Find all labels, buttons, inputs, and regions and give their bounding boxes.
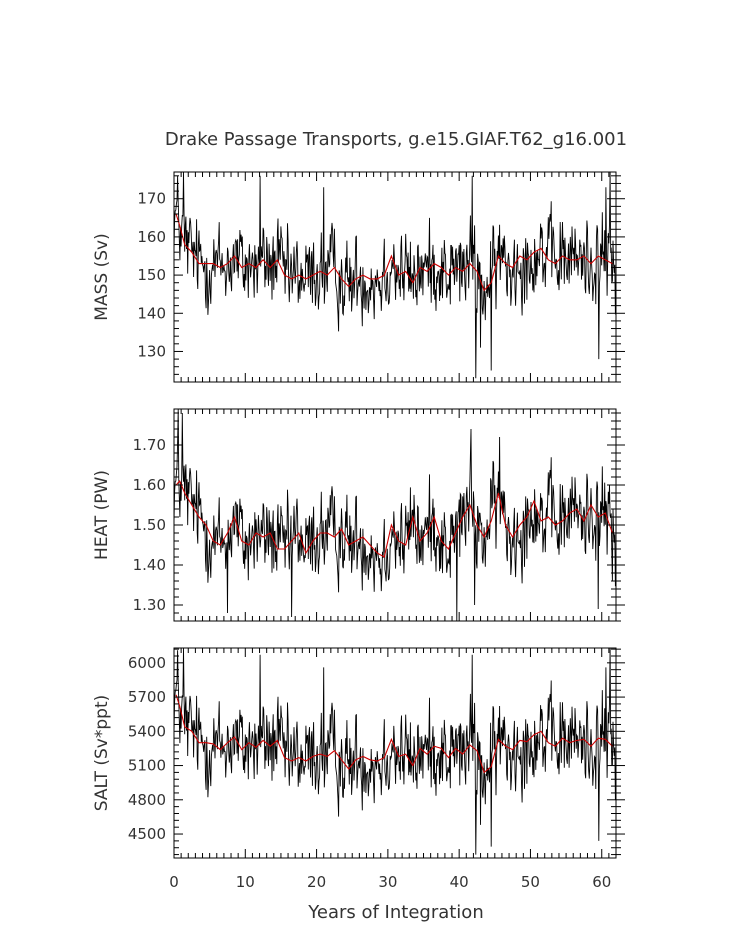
x-tick-label: 20 — [307, 873, 326, 891]
panel-frame-heat — [173, 408, 617, 622]
y-tick-label-salt: 5400 — [128, 722, 166, 740]
panels-group: 130 140 150 160 170 MASS (Sv) 1.30 1.40 1.50 1.60… — [92, 171, 625, 891]
y-tick-label-salt: 5700 — [128, 688, 166, 706]
x-tick-label: 0 — [169, 873, 179, 891]
y-axis-label-heat: HEAT (PW) — [92, 470, 112, 560]
panel-salt: 4500 4800 5100 5400 5700 6000 SALT (Sv*ppt) — [92, 647, 625, 859]
series-line-monthly-mass — [174, 172, 616, 379]
y-tick-label-salt: 6000 — [128, 654, 166, 672]
y-tick-label-mass: 150 — [137, 266, 166, 284]
y-tick-label-mass: 130 — [137, 342, 166, 360]
x-tick-label: 50 — [521, 873, 540, 891]
x-tick-label: 60 — [592, 873, 611, 891]
x-axis-label: Years of Integration — [307, 902, 483, 923]
chart-title: Drake Passage Transports, g.e15.GIAF.T62… — [165, 129, 627, 150]
y-tick-label-heat: 1.30 — [133, 596, 166, 614]
series-line-annual-salt — [175, 694, 613, 774]
y-tick-label-heat: 1.70 — [133, 436, 166, 454]
series-line-monthly-heat — [174, 409, 616, 621]
series-line-annual-heat — [175, 479, 613, 558]
x-tick-label: 30 — [378, 873, 397, 891]
panel-heat: 1.30 1.40 1.50 1.60 1.70 HEAT (PW) — [92, 408, 625, 622]
panel-mass: 130 140 150 160 170 MASS (Sv) — [92, 171, 625, 383]
y-tick-label-mass: 170 — [137, 190, 166, 208]
series-line-monthly-salt — [174, 648, 616, 855]
y-tick-label-heat: 1.40 — [133, 556, 166, 574]
y-tick-label-mass: 160 — [137, 228, 166, 246]
series-line-annual-mass — [175, 213, 613, 292]
x-tick-label: 10 — [236, 873, 255, 891]
y-tick-label-mass: 140 — [137, 304, 166, 322]
y-tick-label-salt: 4500 — [128, 825, 166, 843]
y-axis-label-mass: MASS (Sv) — [92, 233, 112, 320]
y-tick-label-heat: 1.50 — [133, 516, 166, 534]
x-tick-label: 40 — [450, 873, 469, 891]
y-axis-label-salt: SALT (Sv*ppt) — [92, 695, 112, 812]
y-tick-label-salt: 5100 — [128, 757, 166, 775]
y-tick-label-heat: 1.60 — [133, 476, 166, 494]
y-tick-label-salt: 4800 — [128, 791, 166, 809]
